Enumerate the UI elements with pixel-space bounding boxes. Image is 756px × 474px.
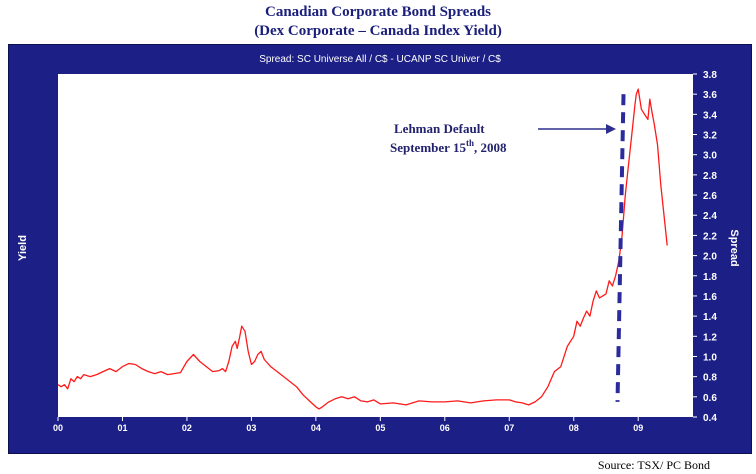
y-tick-label: 1.2 [703,332,717,343]
annotation-line2: September 15th, 2008 [390,138,507,155]
lehman-default-dashed-line [615,94,626,402]
x-tick-label: 02 [182,423,192,433]
source-note: Source: TSX/ PC Bond [597,458,710,472]
y-tick-label: 1.4 [703,312,717,323]
y-tick-label: 2.6 [703,191,717,202]
y-tick-label: 1.8 [703,272,717,283]
y-tick-label: 3.4 [703,110,717,121]
y-tick-label: 0.8 [703,373,717,384]
y-tick-label: 3.8 [703,70,717,81]
y-tick-label: 1.6 [703,292,717,303]
y-tick-label: 3.6 [703,90,717,101]
y-tick-label: 2.2 [703,231,717,242]
x-tick-label: 07 [504,423,514,433]
y-tick-label: 1.0 [703,352,717,363]
annotation-date-prefix: September 15 [390,140,466,155]
y-tick-label: 3.0 [703,151,717,162]
x-tick-label: 03 [246,423,256,433]
y-tick-label: 2.4 [703,211,717,222]
annotation-date-sup: th [466,138,474,148]
x-tick-label: 09 [633,423,643,433]
annotation-arrow-head-icon [606,124,616,134]
y-tick-label: 2.8 [703,171,717,182]
x-tick-label: 04 [311,423,321,433]
spread-series-line [57,88,668,410]
chart-title: Canadian Corporate Bond Spreads [264,4,492,20]
x-tick-label: 00 [53,423,63,433]
x-tick-label: 01 [117,423,127,433]
y-axis-label-left: Yield [17,235,29,261]
y-axis: 0.4 0.6 0.8 1.0 1.2 1.4 1.6 1.8 2.0 2.2 2.4 2.6 2.8 3… [693,70,717,424]
annotation-date-suffix: , 2008 [474,140,507,155]
chart-inner-title: Spread: SC Universe All / C$ - UCANP SC … [259,54,501,65]
annotation-line1: Lehman Default [394,121,485,136]
chart-subtitle: (Dex Corporate – Canada Index Yield) [254,23,502,39]
y-tick-label: 0.4 [703,413,717,424]
x-tick-label: 06 [440,423,450,433]
y-tick-label: 3.2 [703,131,717,142]
plot-area [58,74,693,417]
y-tick-label: 0.6 [703,393,717,404]
y-tick-label: 2.0 [703,252,717,263]
x-tick-label: 08 [569,423,579,433]
y-axis-label-right: Spread [728,229,740,266]
x-axis: 00 01 02 03 04 05 06 07 08 09 [53,417,643,433]
x-tick-label: 05 [375,423,385,433]
